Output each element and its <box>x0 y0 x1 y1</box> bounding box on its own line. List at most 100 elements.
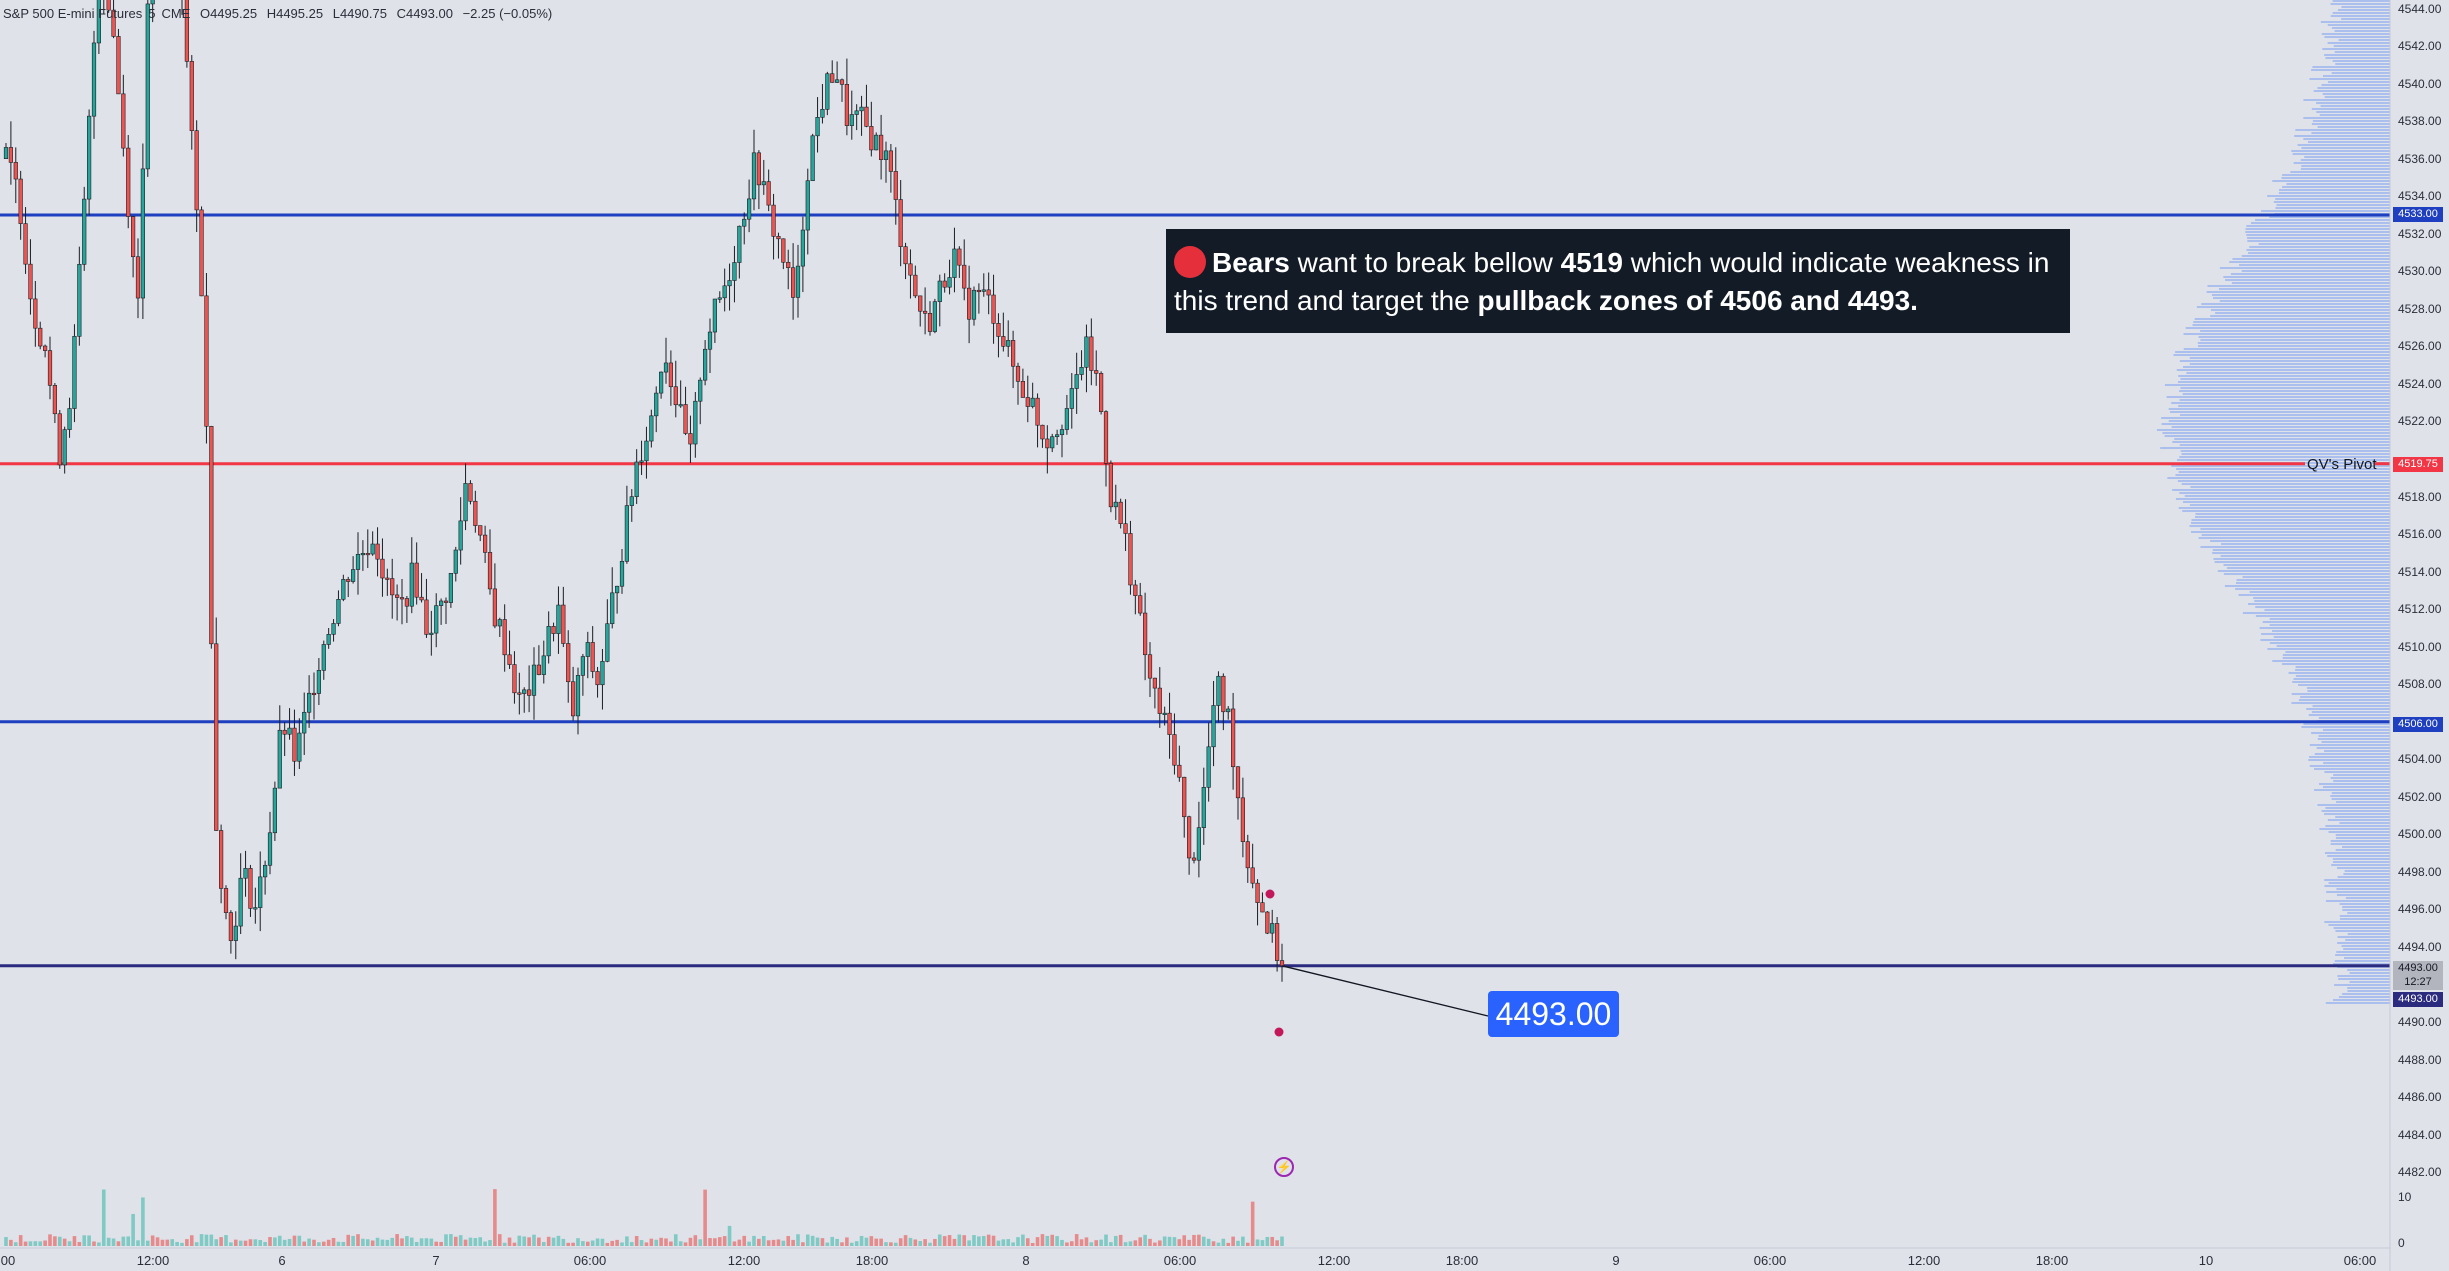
volume-profile-bar <box>2334 960 2390 962</box>
volume-profile-bar <box>2179 492 2390 494</box>
lightning-icon[interactable]: ⚡ <box>1274 1157 1294 1177</box>
candle-body <box>659 371 664 394</box>
price-axis-label: 4542.00 <box>2398 39 2442 54</box>
volume-bar <box>248 1239 253 1246</box>
volume-bar <box>321 1241 326 1246</box>
volume-bar <box>326 1239 331 1246</box>
volume-bar <box>160 1239 165 1246</box>
volume-bar <box>722 1236 727 1246</box>
volume-bar <box>962 1235 967 1246</box>
volume-profile-bar <box>2304 156 2390 158</box>
volume-bar <box>845 1237 849 1246</box>
volume-bar <box>82 1235 87 1246</box>
candle-body <box>791 267 796 298</box>
volume-profile-bar <box>2324 921 2390 923</box>
volume-profile-bar <box>2331 72 2390 74</box>
candle-body <box>1113 501 1118 508</box>
volume-bar <box>1162 1236 1167 1246</box>
volume-profile-bar <box>2331 798 2390 800</box>
volume-profile-bar <box>2337 936 2390 938</box>
volume-bar <box>546 1236 551 1246</box>
volume-bar <box>502 1242 507 1246</box>
volume-profile-bar <box>2332 0 2390 2</box>
volume-profile-bar <box>2217 570 2390 572</box>
candle-body <box>673 386 678 406</box>
volume-profile-bar <box>2218 288 2390 290</box>
horizontal-levels <box>0 213 2390 968</box>
interval[interactable]: 5 <box>148 6 156 21</box>
candle-body <box>189 61 194 131</box>
candle-body <box>957 248 962 266</box>
volume-profile-bar <box>2196 306 2390 308</box>
candle-body <box>585 642 590 657</box>
candle-body <box>341 579 346 600</box>
volume-profile-bar <box>2321 33 2390 35</box>
volume-bar <box>1172 1237 1177 1246</box>
candle-body <box>1216 675 1221 706</box>
candle-body <box>1279 960 1285 967</box>
candle-body <box>512 664 517 694</box>
volume-profile-bar <box>2173 354 2390 356</box>
volume-bar <box>365 1239 370 1246</box>
candle-body <box>1182 776 1187 818</box>
candle-body <box>385 577 390 580</box>
candle-body <box>1240 797 1245 842</box>
volume-bar <box>1025 1238 1030 1246</box>
volume-bar <box>996 1240 1001 1246</box>
volume-profile-bar <box>2197 345 2390 347</box>
price-axis-label: 4514.00 <box>2398 564 2442 579</box>
volume-bar <box>1089 1242 1094 1246</box>
price-axis-label: 4482.00 <box>2398 1165 2442 1180</box>
candle-body <box>649 415 654 442</box>
candle-body <box>751 152 757 200</box>
volume-profile-bar <box>2191 519 2390 521</box>
volume-profile-bar <box>2341 18 2390 20</box>
volume-bar <box>884 1242 888 1246</box>
analysis-callout[interactable]: Bears want to break bellow 4519 which wo… <box>1166 229 2070 333</box>
candle-body <box>1138 595 1143 614</box>
candle-body <box>439 600 444 606</box>
signal-dot <box>1265 889 1275 899</box>
volume-axis-10: 10 <box>2398 1190 2412 1204</box>
volume-bar <box>1275 1240 1279 1246</box>
volume-profile-bar <box>2172 441 2390 443</box>
volume-profile-bar <box>2195 516 2390 518</box>
symbol-name[interactable]: S&P 500 E-mini Futures <box>3 6 143 21</box>
price-label-4493[interactable]: 4493.00 <box>1488 991 1619 1037</box>
candle-body <box>727 280 732 287</box>
volume-profile-bar <box>2300 168 2390 170</box>
volume-bar <box>761 1236 766 1246</box>
candle-body <box>194 130 199 211</box>
volume-bar <box>67 1241 72 1246</box>
candle-body <box>932 301 937 332</box>
candle-body <box>825 73 830 110</box>
volume-bar <box>111 1238 116 1246</box>
candle-body <box>434 605 439 634</box>
price-axis-label: 4516.00 <box>2398 527 2442 542</box>
volume-profile-bar <box>2335 834 2390 836</box>
candle-body <box>556 604 561 634</box>
volume-profile-bar <box>2220 555 2390 557</box>
volume-bar <box>390 1237 395 1246</box>
volume-profile-bar <box>2267 648 2390 650</box>
volume-bar <box>4 1237 8 1246</box>
volume-profile-bar <box>2316 102 2390 104</box>
candle-body <box>1157 687 1162 714</box>
candle-body <box>1172 734 1177 766</box>
volume-profile-bar <box>2288 672 2390 674</box>
volume-profile-bar <box>2189 357 2390 359</box>
volume-profile-bar <box>2342 906 2390 908</box>
volume-profile-bar <box>2320 21 2390 23</box>
volume-profile-bar <box>2334 30 2390 32</box>
candle-body <box>483 534 488 553</box>
price-axis-label: 4532.00 <box>2398 226 2442 241</box>
candle-body <box>541 655 546 675</box>
volume-profile-bar <box>2298 684 2390 686</box>
volume-bar <box>38 1241 43 1246</box>
callout-bold-bears: Bears <box>1212 247 1290 278</box>
volume-bar <box>776 1239 781 1246</box>
volume-bar <box>1192 1234 1196 1246</box>
candle-body <box>1001 336 1006 347</box>
